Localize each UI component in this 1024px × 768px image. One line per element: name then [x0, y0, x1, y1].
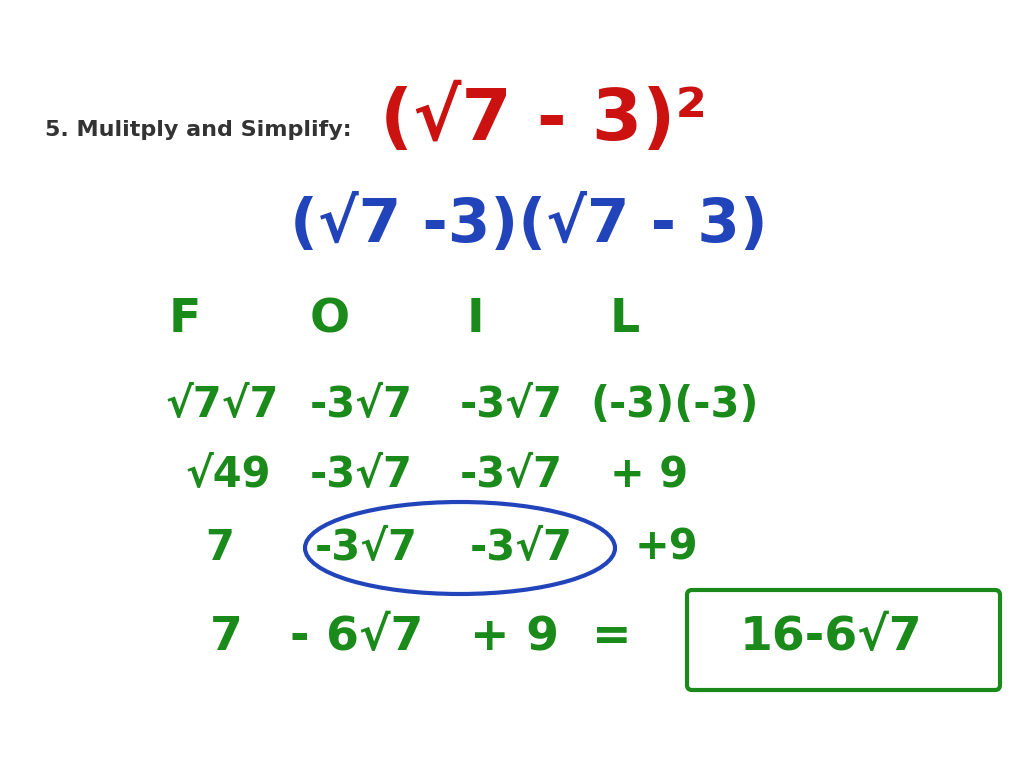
- Text: +9: +9: [635, 527, 698, 569]
- Text: 16-6√7: 16-6√7: [740, 615, 923, 660]
- Text: + 9  =: + 9 =: [470, 615, 632, 660]
- Text: 7: 7: [205, 527, 234, 569]
- Text: I: I: [466, 297, 483, 343]
- Text: L: L: [610, 297, 640, 343]
- Text: - 6√7: - 6√7: [290, 615, 423, 660]
- Text: √7√7: √7√7: [165, 384, 279, 426]
- Text: -3√7: -3√7: [470, 527, 573, 569]
- Text: + 9: + 9: [610, 454, 688, 496]
- Text: (-3)(-3): (-3)(-3): [590, 384, 759, 426]
- Text: O: O: [310, 297, 350, 343]
- Text: 5. Mulitply and Simplify:: 5. Mulitply and Simplify:: [45, 120, 351, 140]
- Text: (√7 - 3)²: (√7 - 3)²: [380, 85, 707, 155]
- Text: -3√7: -3√7: [460, 454, 563, 496]
- Text: √49: √49: [185, 454, 270, 496]
- Text: (√7 -3)(√7 - 3): (√7 -3)(√7 - 3): [290, 196, 768, 254]
- Text: -3√7: -3√7: [310, 454, 413, 496]
- Text: 7: 7: [210, 615, 243, 660]
- Text: -3√7: -3√7: [460, 384, 563, 426]
- Text: -3√7: -3√7: [315, 527, 418, 569]
- Text: -3√7: -3√7: [310, 384, 413, 426]
- Text: F: F: [169, 297, 201, 343]
